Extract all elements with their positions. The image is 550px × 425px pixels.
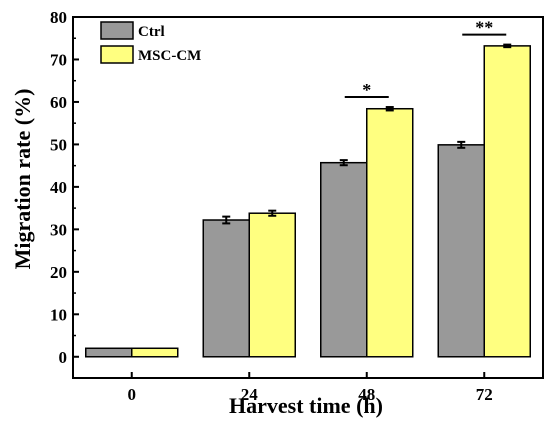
- bar-ctrl: [437, 144, 485, 358]
- bar-msc-cm: [248, 212, 296, 358]
- significance-label: *: [362, 80, 371, 100]
- x-tick-label: 48: [358, 385, 375, 404]
- legend-label-ctrl: Ctrl: [138, 24, 165, 40]
- legend-swatch-ctrl: [100, 21, 134, 40]
- legend-label-msc-cm: MSC-CM: [138, 48, 201, 64]
- y-tick-label: 10: [50, 305, 67, 324]
- y-tick-label: 40: [50, 178, 67, 197]
- y-tick-label: 70: [50, 50, 67, 69]
- y-tick-label: 50: [50, 135, 67, 154]
- y-tick-label: 30: [50, 220, 67, 239]
- bar-msc-cm: [131, 347, 179, 358]
- significance-label: **: [475, 18, 493, 38]
- plot-frame: [72, 16, 544, 379]
- bar-ctrl: [202, 219, 250, 358]
- x-tick-label: 24: [241, 385, 259, 404]
- bar-ctrl: [320, 161, 368, 358]
- y-axis-title: Migration rate (%): [10, 89, 35, 270]
- bar-msc-cm: [483, 45, 531, 358]
- x-tick-label: 72: [476, 385, 493, 404]
- legend-swatch-msc-cm: [100, 45, 134, 64]
- y-tick-label: 80: [50, 8, 67, 27]
- x-axis-title: Harvest time (h): [229, 393, 383, 418]
- x-tick-label: 0: [128, 385, 137, 404]
- bar-ctrl: [85, 347, 133, 358]
- y-tick-label: 0: [59, 348, 68, 367]
- bar-msc-cm: [366, 107, 414, 358]
- y-tick-label: 20: [50, 263, 67, 282]
- y-tick-label: 60: [50, 93, 67, 112]
